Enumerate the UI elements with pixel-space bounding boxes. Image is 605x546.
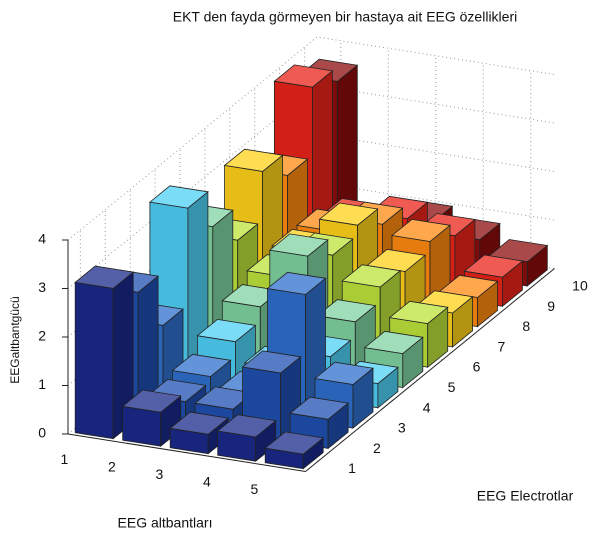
bar-top bbox=[289, 396, 350, 420]
bar-top bbox=[216, 414, 277, 438]
x-tick-label: 4 bbox=[203, 473, 211, 489]
y-tick-label: 1 bbox=[348, 460, 356, 476]
bar-top bbox=[463, 254, 524, 278]
z-tick-label: 1 bbox=[38, 376, 46, 392]
bar bbox=[216, 414, 277, 463]
axis-line bbox=[67, 433, 306, 472]
bar-front bbox=[74, 281, 114, 440]
x-axis-label: EEG altbantları bbox=[118, 515, 213, 531]
bar-top bbox=[121, 389, 182, 413]
y-tick-label: 3 bbox=[398, 420, 406, 436]
x-tick-label: 5 bbox=[250, 481, 258, 497]
bar bbox=[74, 265, 135, 440]
bar-top bbox=[268, 233, 329, 257]
y-tick-label: 9 bbox=[547, 298, 555, 314]
z-tick-label: 0 bbox=[38, 425, 46, 441]
bar-top bbox=[196, 318, 257, 343]
y-tick-label: 4 bbox=[423, 399, 431, 415]
bar-top bbox=[169, 411, 230, 435]
z-tick-label: 4 bbox=[38, 231, 46, 247]
bar-top bbox=[314, 361, 374, 385]
z-tick-label: 2 bbox=[38, 328, 46, 344]
bar-top bbox=[318, 202, 379, 226]
bar-top bbox=[341, 264, 402, 288]
x-tick-label: 1 bbox=[60, 451, 68, 467]
z-axis-label: EEGaltbantgücü bbox=[8, 296, 22, 383]
bar bbox=[169, 411, 230, 455]
bar-top bbox=[74, 265, 135, 289]
axis-line bbox=[305, 268, 555, 472]
bar-top bbox=[264, 431, 325, 455]
y-tick-label: 10 bbox=[572, 277, 588, 293]
y-tick-label: 8 bbox=[522, 318, 530, 334]
bar-top bbox=[273, 64, 334, 88]
bar-top bbox=[316, 299, 377, 323]
bar-top bbox=[223, 148, 284, 172]
y-tick-label: 7 bbox=[497, 338, 505, 354]
bar-front bbox=[122, 405, 162, 447]
bar-top bbox=[148, 185, 209, 209]
x-tick-label: 2 bbox=[108, 458, 116, 474]
bar-top bbox=[171, 353, 232, 377]
bar bbox=[264, 431, 325, 470]
bar-top bbox=[266, 271, 327, 295]
bar-top bbox=[363, 330, 424, 355]
chart-title: EKT den fayda görmeyen bir hastaya ait E… bbox=[173, 9, 517, 25]
bar-top bbox=[391, 218, 451, 242]
x-tick-label: 3 bbox=[155, 466, 163, 482]
y-axis-label: EEG Electrotlar bbox=[477, 488, 574, 504]
y-tick-label: 2 bbox=[373, 440, 381, 456]
y-tick-label: 6 bbox=[473, 359, 481, 375]
z-tick-label: 3 bbox=[38, 279, 46, 295]
bar-top bbox=[241, 350, 302, 374]
y-tick-label: 5 bbox=[448, 379, 456, 395]
bar-top bbox=[388, 300, 449, 325]
